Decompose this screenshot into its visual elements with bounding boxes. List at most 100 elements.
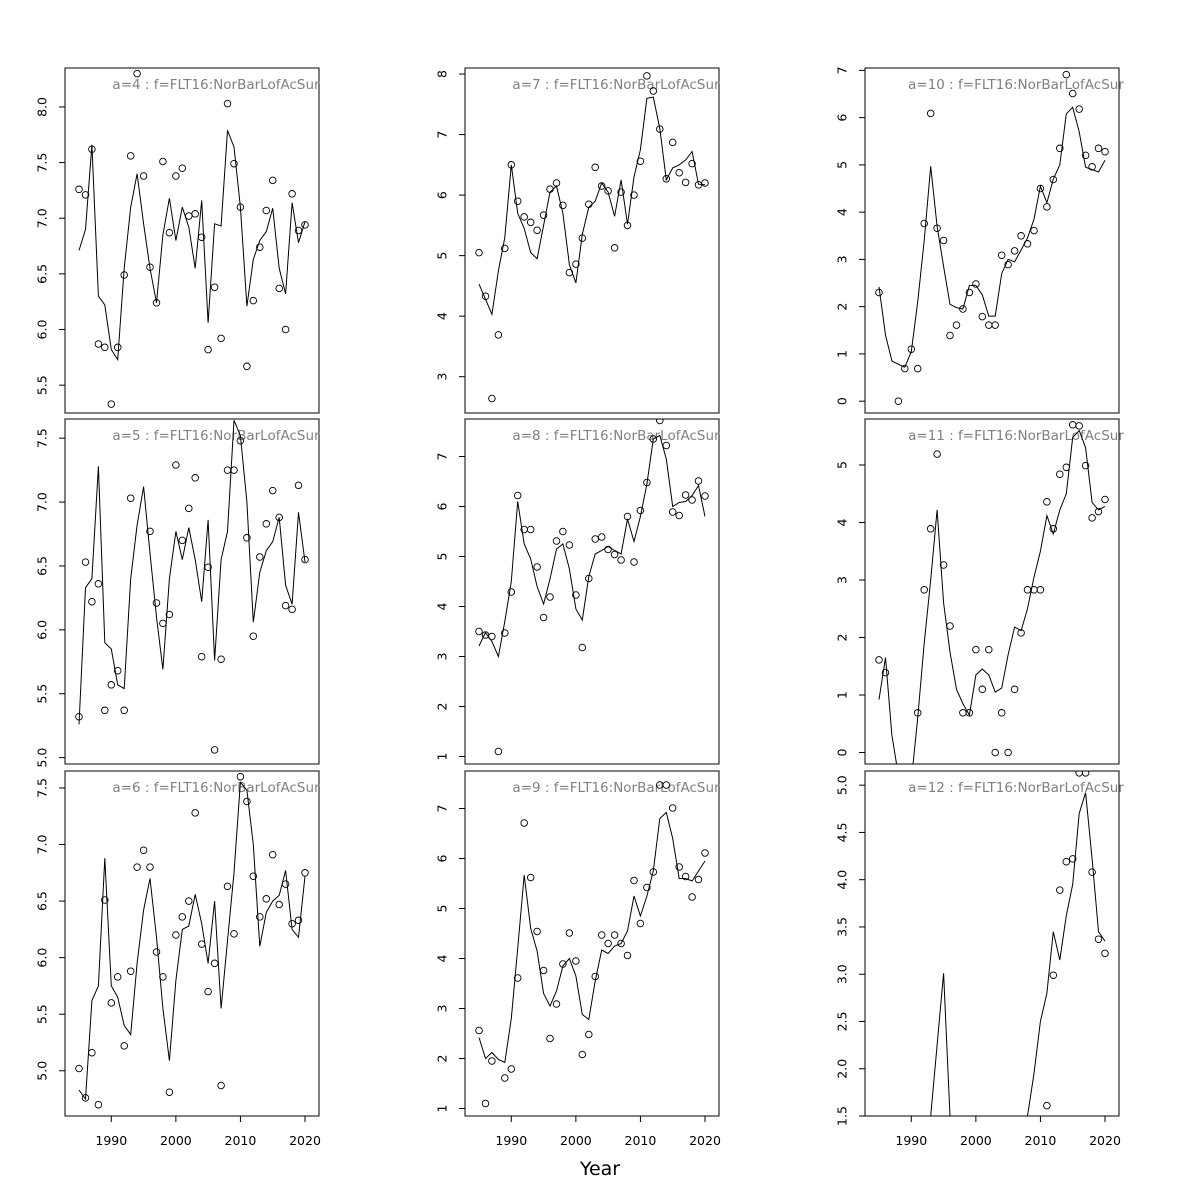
observed-point — [591, 535, 599, 543]
observed-point — [101, 343, 109, 352]
observed-point — [475, 248, 483, 257]
observed-point — [81, 191, 90, 199]
plot-frame — [64, 67, 320, 414]
observed-point — [185, 504, 193, 513]
y-tick-label: 7.5 — [35, 428, 50, 448]
y-tick-label: 4 — [835, 518, 850, 526]
observed-point — [1081, 771, 1090, 777]
observed-point — [1049, 525, 1058, 533]
y-tick-label: 5.0 — [835, 775, 850, 795]
observed-point — [140, 411, 147, 418]
observed-point — [513, 491, 522, 500]
observed-point — [926, 525, 935, 533]
y-tick-label: 2 — [835, 303, 850, 311]
observed-point — [268, 176, 277, 185]
x-tick-label: 1990 — [495, 1133, 527, 1148]
plot-frame — [464, 418, 720, 765]
fitted-line — [78, 130, 306, 362]
observed-point — [481, 1099, 490, 1108]
y-tick-label: 7 — [435, 453, 450, 461]
observed-point — [204, 563, 212, 571]
observed-point — [88, 1048, 96, 1057]
observed-point — [172, 172, 180, 180]
y-tick-label: 3 — [435, 653, 450, 661]
observed-point — [997, 251, 1006, 259]
panel-3: a=10 : f=FLT16:NorBarLofAcSur 0 1 2 3 4 5 6 7 — [835, 66, 1124, 414]
observed-point — [262, 895, 271, 903]
y-tick-label: 1 — [435, 753, 450, 761]
observed-point — [597, 533, 606, 541]
observed-point — [939, 236, 948, 245]
observed-point — [262, 520, 271, 528]
observed-point — [223, 882, 232, 891]
observed-point — [920, 586, 928, 594]
observed-point — [604, 545, 612, 554]
plot-frame — [464, 770, 720, 1117]
y-tick-label: 5.5 — [35, 684, 50, 704]
observed-point — [1049, 971, 1058, 979]
observed-point — [572, 957, 580, 965]
observed-point — [636, 506, 645, 515]
y-tick-label: 4.5 — [835, 822, 850, 842]
observed-point — [243, 797, 251, 806]
observed-point — [1101, 495, 1109, 504]
panel-title: a=9 : f=FLT16:NorBarLofAcSur — [512, 780, 720, 796]
y-tick-label: 5 — [435, 553, 450, 561]
y-tick-label: 1 — [835, 350, 850, 358]
observed-point — [533, 226, 541, 234]
observed-point — [591, 163, 599, 172]
observed-point — [288, 919, 296, 928]
observed-point — [197, 940, 206, 948]
observed-point — [513, 974, 522, 982]
observed-point — [565, 929, 574, 937]
fitted-line — [78, 781, 306, 1101]
observed-point — [126, 494, 135, 502]
observed-point — [636, 157, 645, 165]
observed-point — [281, 601, 290, 610]
fitted-line — [478, 434, 706, 659]
observed-point — [965, 288, 974, 297]
observed-point — [959, 709, 967, 717]
observed-point — [243, 362, 251, 371]
observed-point — [959, 305, 967, 313]
observed-point — [152, 948, 161, 956]
observed-point — [178, 913, 187, 921]
observed-point — [546, 1034, 554, 1043]
observed-point — [1101, 147, 1109, 156]
observed-point — [294, 916, 303, 925]
observed-point — [275, 513, 283, 522]
x-tick-label: 2000 — [160, 1133, 192, 1148]
y-tick-label: 6 — [435, 191, 450, 199]
observed-point — [643, 883, 651, 892]
panel-title: a=5 : f=FLT16:NorBarLofAcSur — [112, 428, 320, 444]
observed-point — [1081, 151, 1090, 160]
observed-point — [301, 869, 309, 877]
observed-point — [475, 1026, 483, 1035]
y-tick-label: 7.0 — [35, 208, 50, 228]
observed-point — [210, 959, 219, 968]
observed-point — [217, 1081, 225, 1090]
observed-point — [217, 334, 225, 343]
fitted-line — [878, 106, 1106, 368]
panel-title: a=12 : f=FLT16:NorBarLofAcSur — [908, 780, 1124, 796]
observed-point — [507, 161, 516, 169]
observed-point — [1010, 685, 1019, 694]
observed-point — [520, 213, 528, 221]
observed-point — [578, 643, 587, 652]
observed-point — [985, 645, 993, 654]
observed-point — [75, 185, 83, 194]
observed-point — [120, 1042, 128, 1050]
observed-point — [281, 880, 290, 888]
observed-point — [978, 312, 987, 321]
y-tick-label: 4.0 — [835, 870, 850, 890]
observed-point — [585, 1030, 593, 1039]
observed-point — [630, 191, 638, 199]
observed-points — [475, 781, 709, 1108]
observed-point — [146, 863, 154, 871]
observed-point — [604, 939, 612, 948]
observed-point — [294, 226, 303, 235]
y-tick-label: 7.0 — [35, 835, 50, 855]
observed-point — [262, 206, 271, 215]
observed-point — [94, 580, 103, 588]
observed-points — [75, 772, 309, 1109]
